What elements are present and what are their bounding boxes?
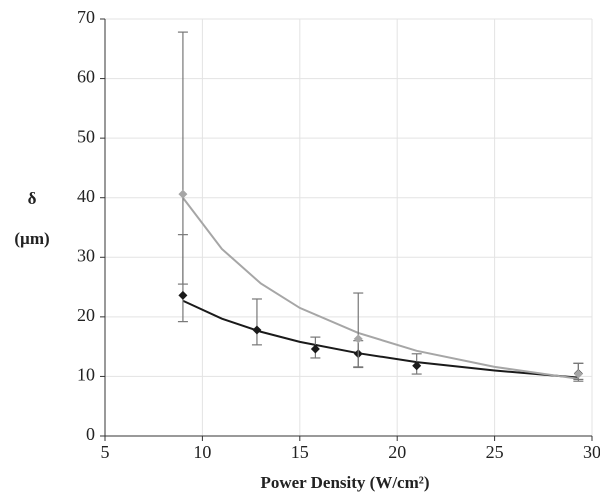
y-tick-label: 10 (77, 365, 95, 385)
x-tick-label: 10 (193, 442, 211, 462)
y-tick-label: 70 (77, 7, 95, 27)
y-axis-label: δ (28, 189, 37, 208)
data-point (310, 344, 320, 354)
x-tick-label: 30 (583, 442, 600, 462)
data-point (178, 290, 188, 300)
x-tick-label: 25 (486, 442, 504, 462)
x-tick-label: 20 (388, 442, 406, 462)
y-tick-label: 40 (77, 186, 95, 206)
x-tick-label: 5 (101, 442, 110, 462)
data-point (178, 189, 188, 199)
y-tick-label: 0 (86, 424, 95, 444)
trend-line (182, 197, 579, 380)
y-tick-label: 30 (77, 245, 95, 265)
x-axis-label: Power Density (W/cm²) (260, 473, 429, 492)
data-point (353, 334, 363, 344)
y-tick-label: 60 (77, 67, 95, 87)
y-tick-label: 50 (77, 126, 95, 146)
data-point (412, 361, 422, 371)
data-point (252, 325, 262, 335)
trend-line (182, 299, 579, 379)
x-tick-label: 15 (291, 442, 309, 462)
y-tick-label: 20 (77, 305, 95, 325)
y-axis-label: (µm) (14, 229, 49, 248)
data-point (573, 369, 583, 379)
